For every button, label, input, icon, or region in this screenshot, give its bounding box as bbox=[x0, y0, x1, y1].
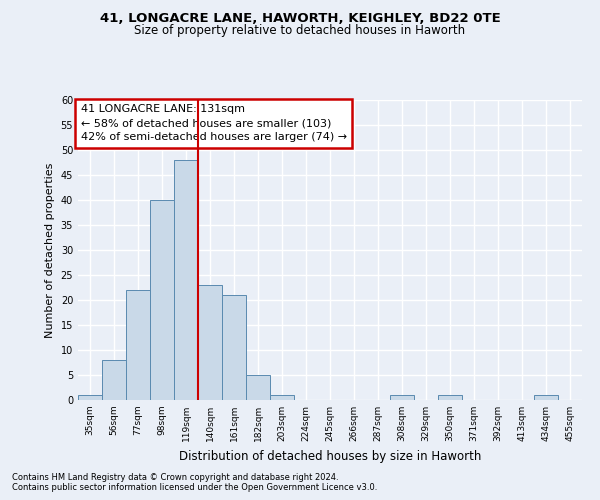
Bar bbox=[174, 160, 198, 400]
Bar bbox=[246, 375, 270, 400]
Text: 41, LONGACRE LANE, HAWORTH, KEIGHLEY, BD22 0TE: 41, LONGACRE LANE, HAWORTH, KEIGHLEY, BD… bbox=[100, 12, 500, 26]
Bar bbox=[534, 395, 558, 400]
Y-axis label: Number of detached properties: Number of detached properties bbox=[45, 162, 55, 338]
Bar bbox=[150, 200, 174, 400]
Bar bbox=[438, 395, 462, 400]
Bar bbox=[222, 295, 246, 400]
Text: 41 LONGACRE LANE: 131sqm
← 58% of detached houses are smaller (103)
42% of semi-: 41 LONGACRE LANE: 131sqm ← 58% of detach… bbox=[80, 104, 347, 142]
X-axis label: Distribution of detached houses by size in Haworth: Distribution of detached houses by size … bbox=[179, 450, 481, 462]
Bar bbox=[78, 395, 102, 400]
Bar bbox=[198, 285, 222, 400]
Text: Size of property relative to detached houses in Haworth: Size of property relative to detached ho… bbox=[134, 24, 466, 37]
Bar bbox=[390, 395, 414, 400]
Bar bbox=[102, 360, 126, 400]
Text: Contains HM Land Registry data © Crown copyright and database right 2024.: Contains HM Land Registry data © Crown c… bbox=[12, 472, 338, 482]
Text: Contains public sector information licensed under the Open Government Licence v3: Contains public sector information licen… bbox=[12, 484, 377, 492]
Bar bbox=[270, 395, 294, 400]
Bar bbox=[126, 290, 150, 400]
